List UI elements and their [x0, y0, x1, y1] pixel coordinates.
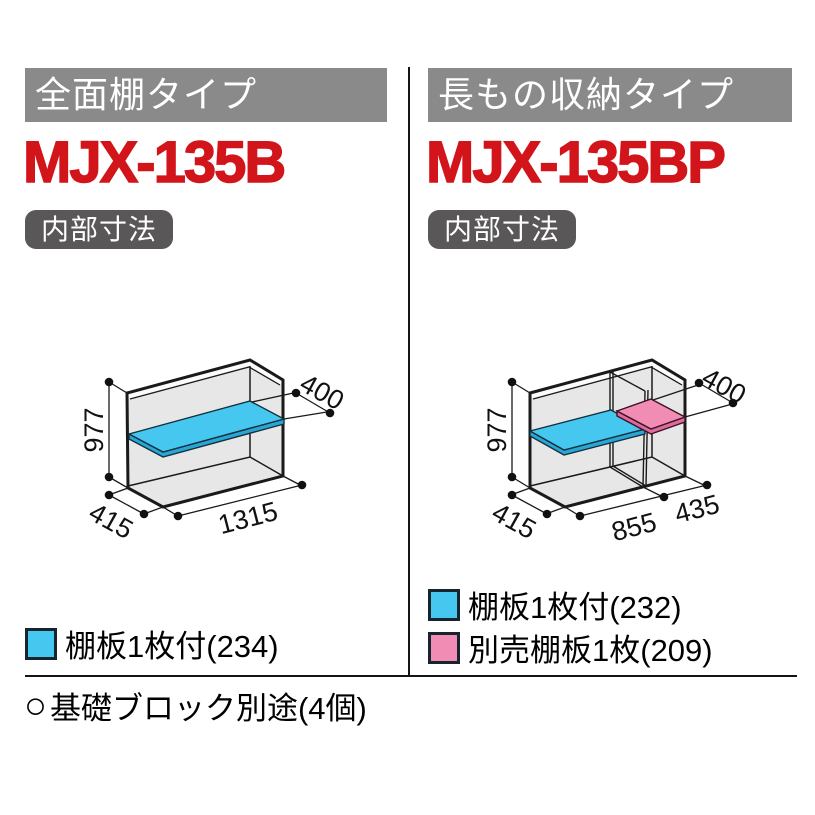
right-diagram: 977 415 855 435	[482, 358, 751, 547]
left-model-number: MJX-135B	[22, 130, 287, 195]
column-divider	[408, 67, 410, 677]
dim-height	[108, 381, 129, 489]
left-inner-dimensions-badge: 内部寸法	[25, 210, 173, 249]
pink-shelf-swatch	[428, 631, 460, 664]
foundation-note: ○ 基礎ブロック別途(4個)	[24, 683, 367, 728]
right-legend-shelf-label: 棚板1枚付(232)	[468, 590, 682, 625]
right-inner-dimensions-label: 内部寸法	[443, 214, 560, 245]
foundation-note-label: 基礎ブロック別途(4個)	[49, 691, 367, 726]
dim-shelf-depth	[652, 382, 737, 418]
right-legend-shelf: 棚板1枚付(232)	[428, 582, 682, 627]
right-inner-dimensions-badge: 内部寸法	[428, 210, 576, 249]
right-model-number: MJX-135BP	[425, 130, 726, 195]
dim-width-right-label: 435	[671, 489, 722, 529]
dim-shelf-depth	[251, 391, 334, 420]
right-type-header: 長もの収納タイプ	[428, 68, 792, 122]
circle-icon: ○	[24, 684, 47, 727]
blue-shelf-swatch	[428, 588, 460, 621]
left-type-header-label: 全面棚タイプ	[35, 74, 258, 115]
left-legend-shelf-label: 棚板1枚付(234)	[65, 629, 279, 664]
dim-height-label: 977	[482, 407, 512, 452]
left-inner-dimensions-label: 内部寸法	[40, 214, 157, 245]
left-type-header: 全面棚タイプ	[25, 68, 387, 122]
right-legend-optional-shelf: 別売棚板1枚(209)	[428, 625, 713, 670]
left-diagram: 977 415 1315 400	[79, 358, 349, 545]
dim-shelf-depth-label: 400	[295, 368, 349, 416]
right-legend-optional-shelf-label: 別売棚板1枚(209)	[468, 633, 713, 668]
left-legend-shelf: 棚板1枚付(234)	[25, 621, 279, 666]
footer-divider	[25, 675, 797, 677]
blue-shelf-swatch	[25, 627, 57, 660]
right-type-header-label: 長もの収納タイプ	[438, 74, 735, 115]
dim-height	[511, 381, 531, 489]
dim-height-label: 977	[79, 407, 109, 452]
dim-shelf-depth-label: 400	[697, 362, 751, 410]
dim-depth-label: 415	[487, 497, 541, 545]
dim-width-left-label: 855	[608, 507, 659, 547]
dim-depth-label: 415	[84, 497, 138, 545]
dim-width-label: 1315	[215, 496, 281, 540]
